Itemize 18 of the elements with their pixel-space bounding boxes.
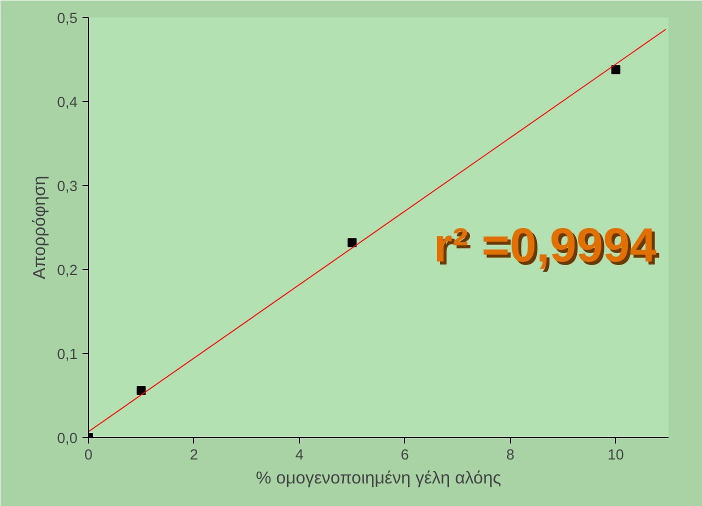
point [348,238,357,248]
x-tick-label: 6 [400,448,409,464]
x-tick-label: 0 [84,448,93,464]
y-tick-label: 0,0 [57,431,78,447]
point [611,65,620,74]
x-tick-label: 2 [190,448,198,464]
annotation: r² =0,9994 [436,222,660,276]
y-tick-label: 0,5 [57,11,78,27]
x-tick-label: 4 [295,448,304,464]
y-axis-title: Απορρόφηση [29,176,50,280]
y-tick-label: 0,4 [57,95,78,111]
x-tick-label: 10 [608,448,624,464]
y-tick-label: 0,3 [57,179,78,195]
x-tick-label: 8 [506,448,514,464]
y-tick-label: 0,1 [57,347,78,363]
point [136,386,146,395]
y-tick-label: 0,2 [57,263,78,279]
x-axis-title: % ομογενοποιημένη γέλη αλόης [256,468,502,488]
